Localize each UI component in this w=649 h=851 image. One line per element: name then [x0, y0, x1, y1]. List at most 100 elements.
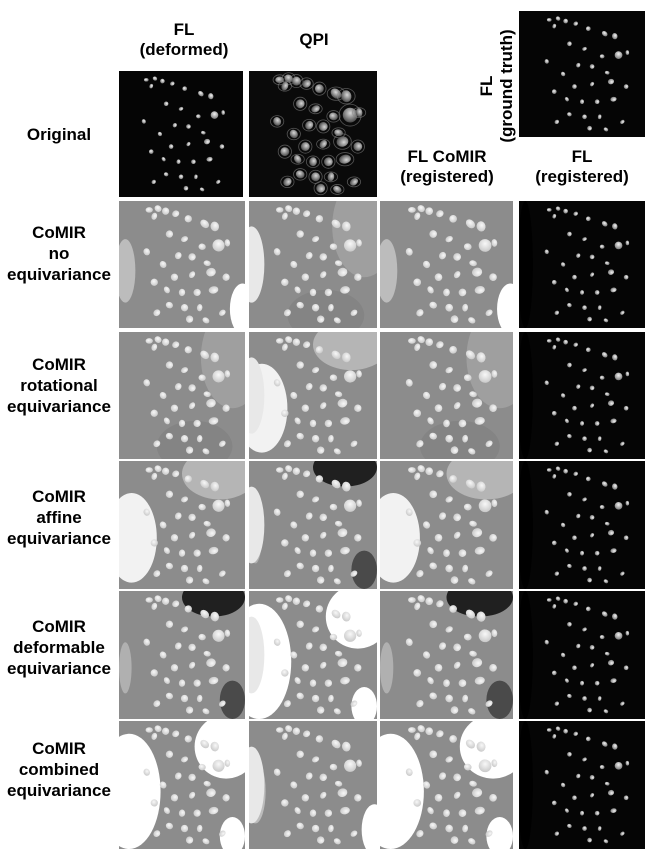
cell-mark	[311, 434, 320, 443]
cell-mark	[555, 206, 561, 211]
cell-mark	[469, 260, 477, 267]
cell-mark	[572, 535, 577, 541]
cell-mark	[610, 287, 617, 293]
cell-mark	[564, 287, 569, 293]
cell-mark	[567, 693, 572, 699]
cell-mark	[198, 503, 206, 511]
cell-mark	[607, 78, 615, 85]
cell-mark	[607, 789, 615, 796]
cell-mark	[145, 597, 153, 603]
cell-mark	[311, 564, 320, 573]
cell-mark	[198, 633, 206, 641]
cell-mark	[414, 472, 421, 481]
cell-mark	[281, 602, 288, 610]
cell-mark	[425, 727, 434, 736]
cell-mark	[476, 741, 486, 752]
cell-mark	[181, 496, 188, 503]
cell-mark	[474, 416, 485, 425]
cell-mark	[620, 441, 625, 446]
cell-mark	[161, 157, 166, 162]
cell-mark	[567, 362, 572, 368]
cell-mark	[212, 759, 225, 772]
cell-mark	[337, 398, 348, 408]
cell-mark	[172, 341, 180, 349]
cell-mark	[290, 521, 298, 529]
cell-mark	[429, 822, 437, 830]
col-header-fl-registered: FL (registered)	[535, 147, 629, 186]
cell-mark	[601, 741, 608, 747]
cell-mark	[159, 392, 167, 399]
micrograph-svg	[519, 721, 645, 849]
image-rotational-equivariance-fl-comir	[119, 332, 245, 459]
col-header-fl-ground-truth: FL (ground truth)	[477, 29, 516, 143]
cell-mark	[316, 576, 325, 584]
cell-mark	[623, 535, 629, 541]
col-header-fl-deformed: FL (deformed)	[139, 20, 229, 59]
cell-mark	[193, 288, 201, 297]
cell-mark	[587, 707, 592, 713]
cell-mark	[572, 84, 577, 89]
cell-mark	[305, 252, 313, 260]
cell-mark	[445, 236, 453, 243]
cell-mark	[285, 205, 293, 213]
cell-mark	[301, 794, 309, 802]
cell-mark	[450, 315, 459, 323]
cell-mark	[589, 64, 595, 69]
cell-mark	[318, 122, 328, 131]
cell-mark	[174, 772, 182, 780]
cell-mark	[202, 708, 210, 715]
cell-mark	[472, 788, 483, 798]
image-affine-equivariance-fl-registered	[519, 461, 645, 589]
cell-mark	[589, 254, 595, 260]
cell-mark	[328, 564, 334, 573]
cell-mark	[594, 550, 600, 556]
cell-mark	[143, 768, 150, 776]
cell-mark	[597, 566, 602, 571]
cell-mark	[198, 243, 206, 250]
cell-mark	[625, 500, 630, 506]
cell-mark	[219, 144, 225, 149]
cell-mark	[458, 679, 467, 687]
cell-mark	[603, 839, 609, 844]
cell-mark	[434, 663, 443, 672]
cell-mark	[620, 701, 625, 706]
cell-mark	[567, 303, 572, 308]
cell-mark	[623, 274, 629, 280]
cell-mark	[150, 409, 158, 417]
cell-mark	[273, 638, 281, 646]
cell-mark	[334, 129, 343, 137]
cell-mark	[445, 756, 453, 763]
cell-mark	[151, 732, 158, 740]
cell-mark	[329, 763, 338, 771]
cell-mark	[275, 76, 285, 84]
cell-mark	[416, 570, 424, 578]
cell-mark	[453, 661, 461, 669]
cell-mark	[181, 756, 188, 763]
cell-mark	[203, 391, 211, 398]
cell-mark	[184, 346, 192, 354]
cell-mark	[283, 177, 292, 187]
cell-mark	[174, 383, 182, 391]
cell-mark	[319, 643, 327, 651]
cell-mark	[623, 84, 629, 89]
cell-mark	[145, 207, 153, 213]
micrograph-svg	[249, 721, 377, 849]
cell-mark	[329, 633, 338, 641]
cell-mark	[610, 548, 617, 553]
cell-mark	[614, 501, 623, 510]
cell-mark	[417, 725, 425, 733]
cell-mark	[417, 595, 425, 603]
cell-mark	[491, 759, 498, 768]
row-label-combined-equivariance: CoMIR combined equivariance	[7, 739, 111, 800]
cell-mark	[309, 419, 317, 428]
cell-mark	[353, 142, 363, 152]
cell-mark	[625, 760, 630, 766]
cell-mark	[188, 384, 196, 392]
cell-mark	[281, 732, 288, 740]
cell-mark	[202, 317, 210, 324]
cell-mark	[587, 447, 592, 453]
cell-mark	[224, 759, 231, 767]
cell-mark	[273, 379, 281, 387]
cell-mark	[163, 677, 170, 684]
cell-mark	[151, 472, 158, 480]
